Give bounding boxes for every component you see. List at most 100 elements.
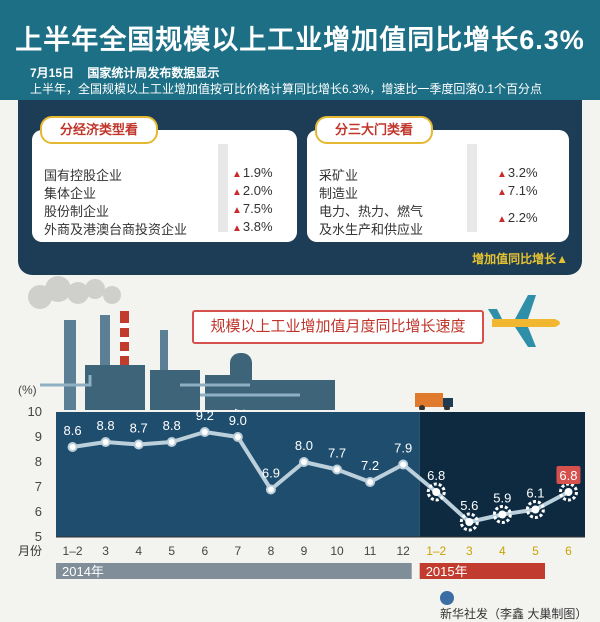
- row-name: 股份制企业: [44, 204, 110, 219]
- data-label: 8.7: [130, 421, 148, 436]
- economic-type-card: 分经济类型看 国有控股企业 ▲1.9% 集体企业 ▲2.0% 股份制企业 ▲7.…: [32, 116, 297, 242]
- y-tick-label: 6: [35, 504, 42, 519]
- x-tick-label: 5: [532, 544, 539, 558]
- data-point: [531, 505, 540, 514]
- y-tick-label: 9: [35, 429, 42, 444]
- data-label: 7.7: [328, 446, 346, 461]
- data-point: [365, 477, 376, 487]
- line-chart: (%) 5 6 7 8 9 10 月份 1–2 3 4 5 6 7 8 9 10 11 12 1–2 3 4 5 6 2014年…: [18, 383, 585, 579]
- divider: [467, 144, 477, 232]
- year-label: 2015年: [426, 564, 468, 579]
- row-value: ▲1.9%: [232, 165, 273, 180]
- data-point: [432, 488, 441, 496]
- x-tick-label: 10: [330, 544, 344, 558]
- release-source: 国家统计局发布数据显示: [87, 66, 220, 80]
- data-point: [100, 437, 111, 447]
- x-axis-label: 月份: [18, 544, 42, 558]
- y-tick-label: 5: [35, 529, 42, 544]
- divider: [218, 144, 228, 232]
- logo-icon: [440, 590, 454, 605]
- year-label: 2014年: [62, 564, 104, 579]
- data-label: 7.9: [394, 441, 412, 456]
- up-triangle-icon: ▲: [497, 214, 507, 225]
- row-name: 外商及港澳台商投资企业: [44, 222, 188, 237]
- data-label: 6.9: [262, 466, 280, 481]
- y-tick-label: 8: [35, 454, 42, 469]
- latest-badge: [556, 466, 581, 484]
- gear-marker: [459, 512, 479, 532]
- data-point: [133, 439, 144, 450]
- data-point: [398, 459, 409, 470]
- x-tick-label: 6: [201, 544, 208, 558]
- row-value: ▲7.1%: [497, 183, 538, 198]
- x-tick-label: 1–2: [426, 544, 446, 558]
- data-label: 8.8: [163, 418, 181, 433]
- data-label: 6.8: [559, 468, 577, 483]
- data-label: 9.2: [196, 408, 214, 423]
- x-tick-label: 3: [102, 544, 109, 558]
- footer-credit: 新华社发（李鑫 大巢制图）: [440, 590, 600, 622]
- row-value: ▲3.8%: [232, 219, 273, 234]
- smoke-icon: [28, 276, 121, 309]
- y-tick-label: 7: [35, 479, 42, 494]
- data-label: 5.6: [460, 498, 478, 513]
- x-tick-label: 6: [565, 544, 572, 558]
- data-point: [498, 510, 507, 519]
- three-sectors-card: 分三大门类看 采矿业 ▲3.2% 制造业 ▲7.1% 电力、热力、燃气 及水生产…: [307, 116, 569, 242]
- header: 上半年全国规模以上工业增加值同比增长6.3% 7月15日 国家统计局发布数据显示…: [0, 0, 600, 100]
- breakdown-panel: 分经济类型看 国有控股企业 ▲1.9% 集体企业 ▲2.0% 股份制企业 ▲7.…: [18, 100, 582, 275]
- pipe-icon: [40, 375, 300, 397]
- up-triangle-icon: ▲: [232, 187, 242, 198]
- data-point: [199, 427, 210, 437]
- data-label: 8.8: [97, 418, 115, 433]
- row-name: 及水生产和供应业: [319, 222, 424, 237]
- summary-text: 上半年，全国规模以上工业增加值按可比价格计算同比增长6.3%，增速比一季度回落0…: [30, 82, 543, 96]
- data-label: 6.8: [427, 468, 445, 483]
- x-tick-label: 1–2: [63, 544, 83, 558]
- x-tick-label: 5: [168, 544, 175, 558]
- data-label: 9.0: [229, 413, 247, 428]
- legend: 增加值同比增长▲: [472, 252, 568, 266]
- date-line: 7月15日 国家统计局发布数据显示: [30, 64, 229, 81]
- up-triangle-icon: ▲: [232, 169, 242, 180]
- x-tick-label: 7: [235, 544, 242, 558]
- airplane-icon: [488, 295, 560, 347]
- economic-type-title: 分经济类型看: [40, 116, 159, 144]
- row-name: 电力、热力、燃气: [319, 204, 424, 219]
- row-value: ▲2.2%: [497, 210, 538, 225]
- row-name: 制造业: [319, 186, 359, 201]
- data-label: 7.2: [361, 458, 379, 473]
- data-point: [265, 484, 276, 495]
- data-label: 5.9: [493, 491, 511, 506]
- row-name: 采矿业: [319, 168, 359, 183]
- up-triangle-icon: ▲: [497, 187, 507, 198]
- data-label: 6.1: [526, 486, 544, 501]
- x-tick-label: 8: [268, 544, 275, 558]
- gear-marker: [525, 500, 545, 519]
- building-icon: [85, 353, 335, 410]
- data-label: 8.6: [63, 423, 81, 438]
- up-triangle-icon: ▲: [497, 169, 507, 180]
- factory-illustration: [28, 276, 560, 410]
- row-value: ▲3.2%: [497, 165, 538, 180]
- row-name: 国有控股企业: [44, 168, 123, 183]
- data-point: [564, 488, 573, 496]
- x-tick-label: 4: [499, 544, 506, 558]
- row-value: ▲7.5%: [232, 201, 273, 216]
- year-bar-2014: [56, 563, 412, 579]
- data-point: [67, 442, 78, 452]
- chart-title: 规模以上工业增加值月度同比增长速度: [192, 310, 484, 344]
- year-bar-2015: [419, 563, 545, 579]
- data-point: [166, 437, 177, 447]
- three-sectors-title: 分三大门类看: [315, 116, 434, 144]
- up-triangle-icon: ▲: [232, 223, 242, 234]
- data-label: 8.0: [295, 438, 313, 453]
- page-title: 上半年全国规模以上工业增加值同比增长6.3%: [15, 25, 585, 55]
- truck-icon: [415, 393, 453, 410]
- row-name: 集体企业: [44, 186, 97, 201]
- y-axis-label: (%): [18, 383, 37, 397]
- y-tick-label: 10: [28, 404, 42, 419]
- series-line: [72, 430, 570, 524]
- x-tick-label: 9: [301, 544, 308, 558]
- row-value: ▲2.0%: [232, 183, 273, 198]
